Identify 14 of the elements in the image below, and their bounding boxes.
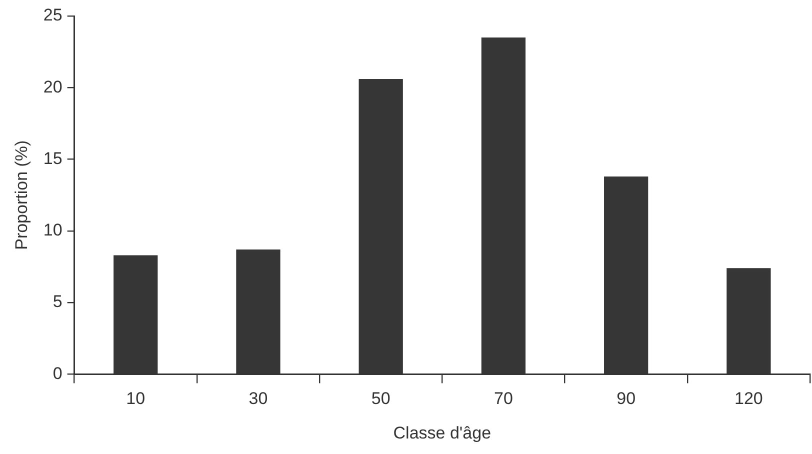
y-axis-title: Proportion (%) — [12, 140, 31, 250]
y-tick-label: 10 — [43, 220, 62, 240]
y-tick-label: 20 — [43, 77, 62, 96]
x-tick-label: 120 — [734, 389, 763, 408]
x-tick-label: 30 — [248, 389, 268, 408]
x-tick-label: 90 — [616, 389, 636, 408]
x-axis-title: Classe d'âge — [393, 423, 492, 442]
y-tick-label: 25 — [43, 6, 62, 25]
x-tick-label: 70 — [494, 389, 513, 408]
x-tick-label: 50 — [371, 389, 390, 408]
y-tick-label: 5 — [52, 292, 62, 312]
x-tick-label: 10 — [126, 389, 146, 408]
y-tick-label: 15 — [43, 148, 62, 168]
y-tick-label: 0 — [52, 364, 62, 383]
